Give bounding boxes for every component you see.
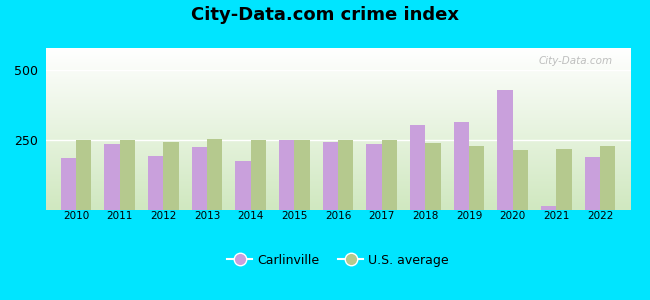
- Bar: [120, 140, 135, 210]
- Bar: [584, 157, 600, 210]
- Bar: [469, 146, 484, 210]
- Bar: [600, 146, 615, 210]
- Bar: [410, 125, 425, 210]
- Text: City-Data.com: City-Data.com: [539, 56, 613, 66]
- Bar: [425, 143, 441, 210]
- Bar: [382, 140, 397, 210]
- Bar: [61, 158, 76, 210]
- Bar: [207, 139, 222, 210]
- Bar: [294, 140, 309, 210]
- Bar: [235, 161, 251, 210]
- Bar: [192, 147, 207, 210]
- Bar: [367, 144, 382, 210]
- Bar: [105, 144, 120, 210]
- Text: City-Data.com crime index: City-Data.com crime index: [191, 6, 459, 24]
- Bar: [322, 142, 338, 210]
- Bar: [148, 155, 163, 210]
- Bar: [454, 122, 469, 210]
- Bar: [76, 140, 92, 210]
- Bar: [163, 142, 179, 210]
- Bar: [556, 148, 571, 210]
- Bar: [251, 140, 266, 210]
- Bar: [279, 140, 294, 210]
- Bar: [513, 150, 528, 210]
- Bar: [338, 140, 354, 210]
- Legend: Carlinville, U.S. average: Carlinville, U.S. average: [222, 249, 454, 272]
- Bar: [541, 206, 556, 210]
- Bar: [497, 90, 513, 210]
